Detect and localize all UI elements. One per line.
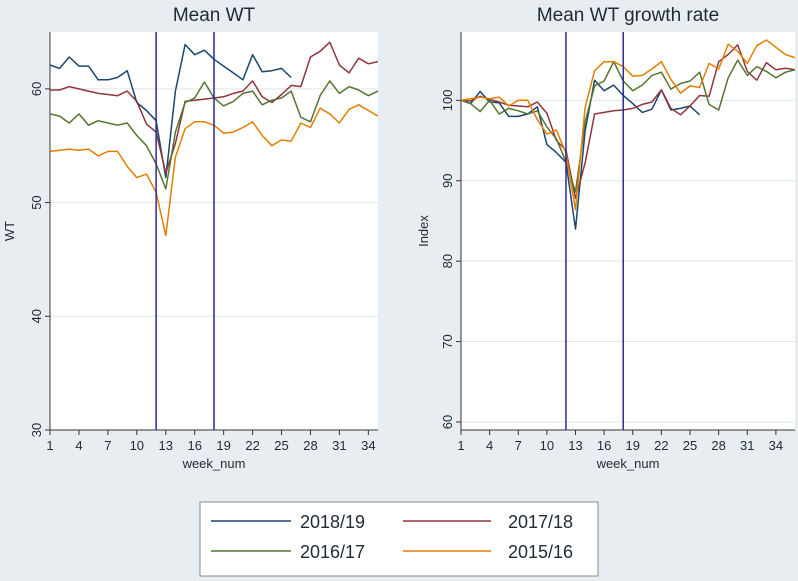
legend-item-2017-18: 2017/18 bbox=[403, 512, 573, 532]
x-tick-label-1: 1 bbox=[457, 438, 464, 453]
chart-panel-1: 30 40 50 60 1 4 7 10 13 16 19 22 25 28 31 34 Mean WT week… bbox=[2, 5, 379, 471]
legend-label-2017-18: 2017/18 bbox=[508, 512, 573, 532]
y-tick-label-70: 70 bbox=[440, 334, 455, 348]
x-tick-label-10: 10 bbox=[540, 438, 554, 453]
chart-panel-2: 60 70 80 90 100 1 4 7 10 13 16 19 22 25 28 31 34 Mean WT … bbox=[416, 5, 796, 471]
panel-title: Mean WT growth rate bbox=[537, 5, 719, 26]
x-tick-label-25: 25 bbox=[274, 438, 288, 453]
legend-box bbox=[199, 501, 599, 577]
x-tick-label-13: 13 bbox=[159, 438, 173, 453]
x-tick-label-31: 31 bbox=[740, 438, 754, 453]
series-line-2015-16 bbox=[460, 39, 796, 211]
x-tick-label-7: 7 bbox=[104, 438, 111, 453]
x-tick-label-22: 22 bbox=[245, 438, 259, 453]
x-tick-label-7: 7 bbox=[515, 438, 522, 453]
x-axis-label: week_num bbox=[182, 456, 246, 471]
y-tick-label-60: 60 bbox=[29, 82, 44, 96]
legend: 2018/19 2017/18 2016/17 2015/16 bbox=[199, 501, 599, 577]
y-tick-label-100: 100 bbox=[440, 89, 455, 111]
legend-item-2015-16: 2015/16 bbox=[403, 542, 573, 562]
series-line-2018-19 bbox=[49, 43, 292, 179]
legend-label-2018-19: 2018/19 bbox=[300, 512, 365, 532]
x-tick-label-34: 34 bbox=[361, 438, 375, 453]
x-tick-label-31: 31 bbox=[332, 438, 346, 453]
y-tick-label-90: 90 bbox=[440, 174, 455, 188]
x-tick-label-19: 19 bbox=[626, 438, 640, 453]
legend-label-2016-17: 2016/17 bbox=[300, 542, 365, 562]
y-tick-label-80: 80 bbox=[440, 254, 455, 268]
y-tick-label-30: 30 bbox=[29, 423, 44, 437]
series-line-2016-17 bbox=[460, 59, 796, 193]
x-axis-label: week_num bbox=[596, 456, 660, 471]
x-tick-label-28: 28 bbox=[303, 438, 317, 453]
series-line-2017-18 bbox=[460, 44, 796, 200]
x-tick-label-22: 22 bbox=[654, 438, 668, 453]
x-tick-label-10: 10 bbox=[130, 438, 144, 453]
legend-item-2018-19: 2018/19 bbox=[211, 512, 365, 532]
x-tick-label-28: 28 bbox=[711, 438, 725, 453]
legend-item-2016-17: 2016/17 bbox=[211, 542, 365, 562]
y-axis-label: Index bbox=[416, 215, 431, 247]
x-tick-label-16: 16 bbox=[597, 438, 611, 453]
x-tick-label-1: 1 bbox=[46, 438, 53, 453]
y-axis-label: WT bbox=[2, 221, 17, 241]
x-tick-label-4: 4 bbox=[75, 438, 82, 453]
y-tick-label-50: 50 bbox=[29, 195, 44, 209]
x-tick-label-16: 16 bbox=[187, 438, 201, 453]
y-tick-label-40: 40 bbox=[29, 309, 44, 323]
panel-title: Mean WT bbox=[173, 5, 256, 26]
x-tick-label-4: 4 bbox=[486, 438, 493, 453]
x-tick-label-19: 19 bbox=[216, 438, 230, 453]
x-tick-label-25: 25 bbox=[683, 438, 697, 453]
legend-label-2015-16: 2015/16 bbox=[508, 542, 573, 562]
y-tick-label-60: 60 bbox=[440, 415, 455, 429]
x-tick-label-13: 13 bbox=[568, 438, 582, 453]
plot-area bbox=[461, 32, 795, 430]
x-tick-label-34: 34 bbox=[769, 438, 783, 453]
